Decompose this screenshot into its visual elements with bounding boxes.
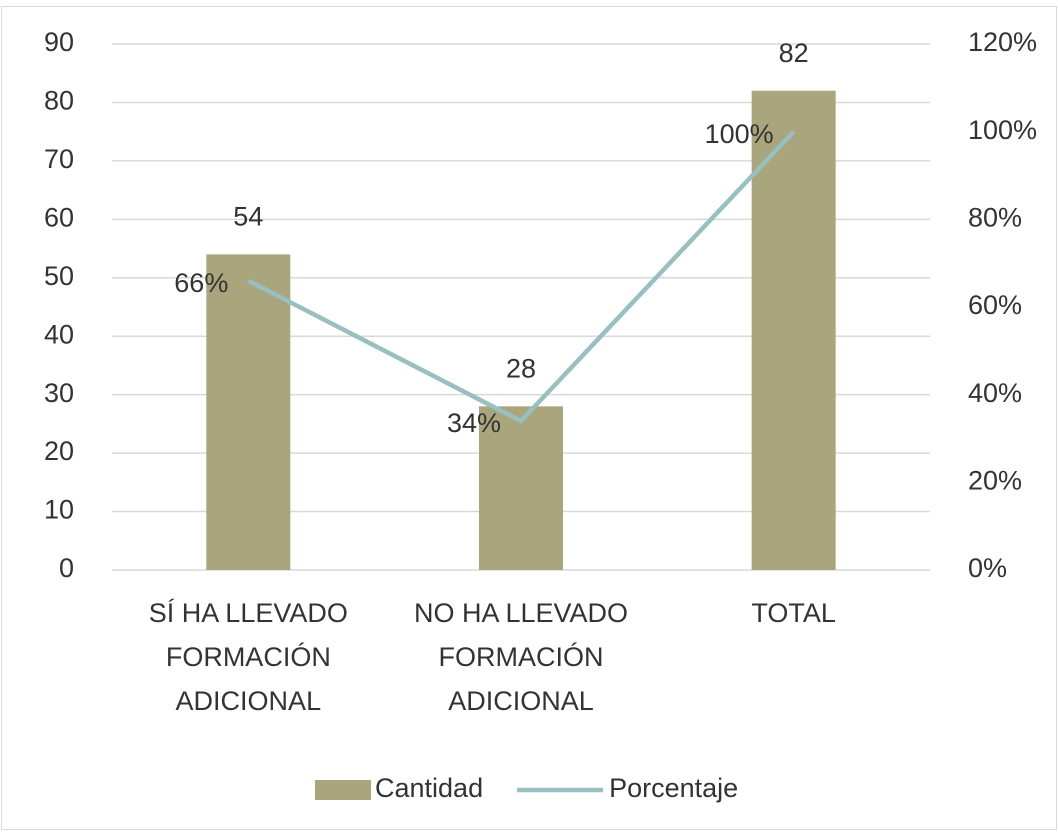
line-value-label: 66% [174,268,228,298]
y-tick-label: 0 [59,553,74,583]
y2-tick-label: 80% [968,202,1022,232]
bar [479,406,563,570]
x-tick-label-line: NO HA LLEVADO [414,598,628,628]
y-tick-label: 10 [44,495,74,525]
legend-label: Cantidad [375,773,483,803]
y-tick-label: 50 [44,261,74,291]
x-tick-label-line: SÍ HA LLEVADO [149,598,348,628]
line-value-label: 34% [447,408,501,438]
legend-swatch [315,780,371,800]
y-tick-label: 40 [44,319,74,349]
y-tick-label: 70 [44,144,74,174]
bar [751,90,836,570]
y-tick-label: 30 [44,378,74,408]
y-tick-label: 20 [44,436,74,466]
y2-tick-label: 60% [968,290,1022,320]
y2-tick-label: 40% [968,378,1022,408]
x-tick-label-line: FORMACIÓN [439,641,604,672]
bar-value-label: 28 [506,353,536,383]
x-tick-label: TOTAL [751,598,836,628]
legend-label: Porcentaje [609,773,738,803]
y2-tick-label: 20% [968,465,1022,495]
y-tick-label: 60 [44,202,74,232]
y2-tick-label: 100% [968,115,1037,145]
y2-tick-label: 120% [968,27,1037,57]
bar [206,254,291,570]
x-tick-label-line: TOTAL [751,598,836,628]
x-tick-label-line: FORMACIÓN [166,641,331,672]
line [247,130,796,424]
x-tick-label: NO HA LLEVADO FORMACIÓN ADICIONAL [414,598,628,716]
y2-tick-label: 0% [968,553,1007,583]
y-tick-label: 90 [44,27,74,57]
bar-value-label: 82 [779,38,809,68]
y-tick-label: 80 [44,86,74,116]
x-tick-label-line: ADICIONAL [176,686,322,716]
line-value-label: 100% [705,119,774,149]
x-tick-label-line: ADICIONAL [448,686,594,716]
bar-value-label: 54 [233,202,263,232]
x-tick-label: SÍ HA LLEVADO FORMACIÓN ADICIONAL [149,598,348,716]
